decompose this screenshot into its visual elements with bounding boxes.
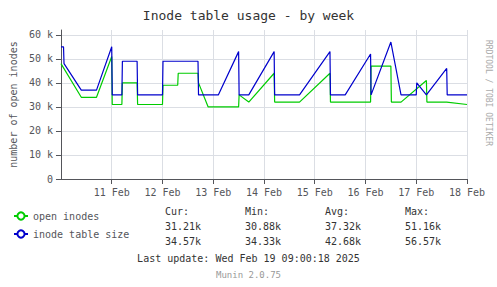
svg-text:Avg:: Avg: xyxy=(325,206,349,217)
svg-text:11 Feb: 11 Feb xyxy=(94,187,130,198)
svg-text:34.57k: 34.57k xyxy=(165,236,201,247)
svg-text:Max:: Max: xyxy=(405,206,429,217)
svg-text:40 k: 40 k xyxy=(29,77,53,88)
svg-text:30.88k: 30.88k xyxy=(245,221,281,232)
svg-text:16 Feb: 16 Feb xyxy=(347,187,383,198)
svg-text:open inodes: open inodes xyxy=(33,211,99,222)
svg-text:60 k: 60 k xyxy=(29,29,53,40)
svg-text:42.68k: 42.68k xyxy=(325,236,361,247)
svg-text:17 Feb: 17 Feb xyxy=(398,187,434,198)
svg-text:51.16k: 51.16k xyxy=(405,221,441,232)
svg-text:Cur:: Cur: xyxy=(165,206,189,217)
svg-text:RRDTOOL / TOBI OETIKER: RRDTOOL / TOBI OETIKER xyxy=(484,40,493,146)
svg-text:31.21k: 31.21k xyxy=(165,221,201,232)
svg-text:Inode table usage - by week: Inode table usage - by week xyxy=(143,8,354,23)
svg-text:30 k: 30 k xyxy=(29,101,53,112)
svg-text:20 k: 20 k xyxy=(29,125,53,136)
svg-text:37.32k: 37.32k xyxy=(325,221,361,232)
svg-text:number of open inodes: number of open inodes xyxy=(8,41,19,167)
svg-text:0: 0 xyxy=(47,174,53,185)
svg-text:12 Feb: 12 Feb xyxy=(144,187,180,198)
svg-text:10 k: 10 k xyxy=(29,149,53,160)
svg-text:13 Feb: 13 Feb xyxy=(195,187,231,198)
svg-text:Munin 2.0.75: Munin 2.0.75 xyxy=(216,270,281,280)
svg-text:15 Feb: 15 Feb xyxy=(297,187,333,198)
svg-text:Last update: Wed Feb 19 09:00:: Last update: Wed Feb 19 09:00:18 2025 xyxy=(137,253,360,264)
svg-text:inode table size: inode table size xyxy=(33,229,129,240)
svg-text:Min:: Min: xyxy=(245,206,269,217)
svg-text:18 Feb: 18 Feb xyxy=(449,187,485,198)
svg-text:56.57k: 56.57k xyxy=(405,236,441,247)
svg-text:14 Feb: 14 Feb xyxy=(246,187,282,198)
svg-text:50 k: 50 k xyxy=(29,53,53,64)
svg-text:34.33k: 34.33k xyxy=(245,236,281,247)
